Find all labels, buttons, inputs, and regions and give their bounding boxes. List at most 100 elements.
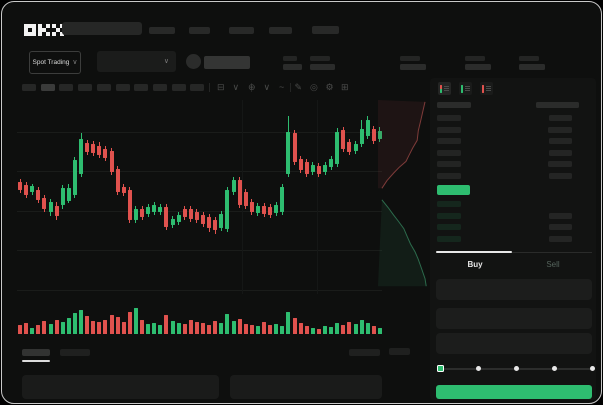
ask-price-placeholder [437, 149, 461, 156]
ask-row[interactable] [436, 126, 594, 134]
candle-body [36, 190, 41, 200]
timeframe-button[interactable] [152, 84, 167, 91]
tab-buy[interactable]: Buy [467, 259, 483, 269]
candle-body [255, 205, 260, 213]
volume-bar [280, 326, 285, 334]
volume-bar [91, 321, 96, 334]
candle-body [103, 149, 108, 158]
line-tool-icon[interactable]: ~ [279, 82, 285, 92]
bottom-right-tab-placeholder[interactable] [349, 349, 380, 356]
orderbook-bids-icon[interactable] [459, 82, 472, 95]
draw-icon[interactable]: ✎ [294, 82, 303, 92]
candle-body [237, 179, 242, 205]
search-input[interactable] [62, 22, 142, 35]
pair-selector-dropdown[interactable]: ∨ [97, 51, 176, 72]
order-total-input[interactable] [436, 333, 592, 354]
bid-row[interactable] [436, 224, 594, 231]
bottom-tab-placeholder[interactable] [22, 349, 50, 356]
buy-submit-button[interactable] [436, 385, 592, 399]
volume-bar [103, 320, 108, 334]
asks-depth-area [378, 100, 425, 189]
timeframe-button[interactable] [96, 84, 111, 91]
camera-icon[interactable]: ◎ [310, 82, 318, 92]
slider-step[interactable] [476, 366, 481, 371]
candle-body [365, 119, 370, 137]
volume-bar [298, 323, 303, 334]
candle-body [280, 186, 285, 212]
timeframe-button[interactable] [190, 84, 205, 91]
depth-chart[interactable] [378, 100, 434, 292]
volume-bar [133, 308, 138, 334]
bottom-tab-placeholder[interactable] [60, 349, 90, 356]
timeframe-button[interactable] [40, 84, 55, 91]
volume-bar [152, 323, 157, 334]
timeframe-button[interactable] [22, 84, 36, 91]
trade-tabs-divider [436, 252, 592, 253]
slider-step-active[interactable] [437, 365, 444, 372]
slider-step[interactable] [514, 366, 519, 371]
nav-item-placeholder[interactable] [312, 26, 339, 34]
market-type-selector[interactable]: Spot Trading ∨ [29, 51, 81, 74]
stat-label-placeholder [400, 56, 420, 61]
ticker-stat [400, 56, 430, 70]
orderbook-combined-icon[interactable] [438, 82, 451, 95]
volume-bar [347, 322, 352, 334]
candle-body [194, 211, 199, 221]
nav-item-placeholder[interactable] [229, 27, 254, 34]
slider-step[interactable] [552, 366, 557, 371]
candle-body [274, 204, 279, 213]
settings-icon[interactable]: ⚙ [325, 82, 334, 92]
volume-bar [60, 322, 65, 334]
active-bottom-tab-underline [22, 360, 50, 362]
volume-bar [219, 323, 224, 334]
last-price-bar[interactable] [437, 185, 470, 195]
depth-option-placeholder[interactable] [389, 348, 410, 355]
order-amount-input[interactable] [436, 308, 592, 329]
chevron-down-icon[interactable]: ∨ [232, 82, 240, 92]
nav-item-placeholder[interactable] [149, 27, 175, 34]
price-column-header-placeholder [437, 102, 471, 108]
timeframe-button[interactable] [115, 84, 130, 91]
ask-row[interactable] [436, 149, 594, 157]
timeframe-button[interactable] [59, 84, 74, 91]
volume-bar [30, 328, 35, 334]
fullscreen-icon[interactable]: ⊞ [341, 82, 349, 92]
okx-logo-icon[interactable] [24, 24, 64, 36]
volume-bar [36, 325, 41, 334]
ask-row[interactable] [436, 115, 594, 122]
volume-bar [310, 328, 315, 334]
volume-bar [323, 326, 327, 334]
volume-bar [18, 325, 22, 334]
bid-row[interactable] [436, 201, 594, 208]
chevron-down-icon[interactable]: ∨ [263, 82, 271, 92]
nav-item-placeholder[interactable] [269, 27, 292, 34]
order-price-input[interactable] [436, 279, 592, 300]
volume-bar [207, 325, 212, 334]
compare-icon[interactable]: ⊕ [248, 82, 256, 92]
bid-row[interactable] [436, 212, 594, 220]
chart-type-icon[interactable]: ⊟ [217, 82, 225, 92]
candle-body [109, 151, 114, 172]
slider-step[interactable] [590, 366, 595, 371]
volume-bar [341, 325, 346, 334]
candle-body [24, 184, 29, 196]
bid-row[interactable] [436, 235, 594, 243]
volume-bar [213, 321, 218, 334]
volume-bar [42, 321, 47, 334]
orderbook-asks-icon[interactable] [480, 82, 493, 95]
timeframe-button[interactable] [171, 84, 186, 91]
candle-body [213, 220, 218, 230]
candle-body [42, 197, 47, 210]
ask-row[interactable] [436, 172, 594, 180]
timeframe-button[interactable] [78, 84, 93, 91]
nav-item-placeholder[interactable] [189, 27, 210, 34]
ask-row[interactable] [436, 161, 594, 168]
timeframe-button[interactable] [134, 84, 149, 91]
candle-body [158, 207, 163, 212]
gridline [317, 100, 318, 294]
candlestick-chart[interactable] [17, 100, 382, 294]
volume-bar [255, 326, 260, 334]
tab-sell[interactable]: Sell [546, 259, 560, 269]
gridline [17, 132, 382, 133]
ask-row[interactable] [436, 138, 594, 145]
